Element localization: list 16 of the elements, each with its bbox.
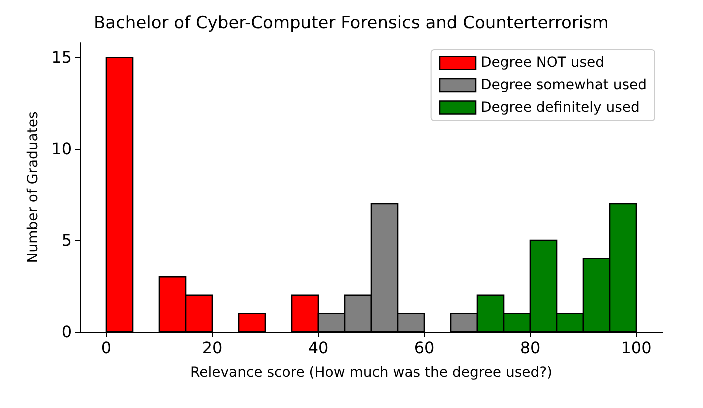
x-tick-label: 40 <box>308 338 329 358</box>
y-tick-label: 15 <box>52 48 72 68</box>
chart-title: Bachelor of Cyber-Computer Forensics and Counterterrorism <box>94 14 609 34</box>
x-tick-label: 80 <box>520 338 541 358</box>
x-tick-label: 100 <box>621 338 652 358</box>
y-tick-label: 10 <box>52 140 72 159</box>
y-axis-title: Number of Graduates <box>26 112 42 264</box>
y-tick-label: 0 <box>62 322 72 342</box>
x-tick-label: 60 <box>414 338 435 358</box>
x-axis-title: Relevance score (How much was the degree used?) <box>190 365 553 381</box>
legend-label: Degree definitely used <box>480 100 640 116</box>
x-tick-label: 0 <box>101 338 112 358</box>
legend-label: Degree somewhat used <box>480 77 648 94</box>
x-tick-label: 20 <box>202 338 223 358</box>
legend-label: Degree NOT used <box>480 55 605 72</box>
y-tick-label: 5 <box>62 231 72 250</box>
